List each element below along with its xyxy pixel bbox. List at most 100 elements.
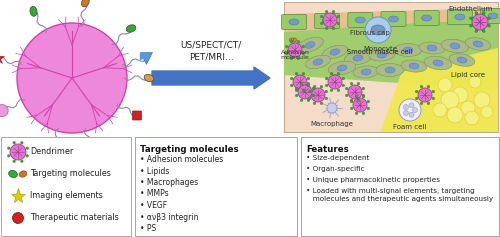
Circle shape — [326, 27, 328, 30]
Circle shape — [298, 85, 312, 99]
Circle shape — [330, 89, 333, 92]
Text: Dendrimer: Dendrimer — [30, 147, 73, 156]
Text: • PS: • PS — [140, 224, 156, 233]
Circle shape — [20, 141, 23, 144]
Text: • Adhesion molecules: • Adhesion molecules — [140, 155, 223, 164]
Circle shape — [481, 106, 493, 118]
Circle shape — [17, 23, 127, 133]
Circle shape — [476, 12, 478, 15]
Circle shape — [10, 144, 26, 160]
Circle shape — [399, 99, 421, 121]
FancyBboxPatch shape — [284, 2, 498, 132]
Ellipse shape — [328, 61, 356, 75]
Ellipse shape — [126, 25, 136, 32]
Text: • VEGF: • VEGF — [140, 201, 167, 210]
Circle shape — [420, 102, 423, 105]
FancyBboxPatch shape — [282, 14, 306, 29]
Ellipse shape — [403, 47, 413, 53]
Circle shape — [412, 108, 418, 113]
Circle shape — [0, 105, 8, 117]
Ellipse shape — [353, 55, 363, 61]
Circle shape — [362, 87, 364, 90]
Circle shape — [475, 11, 478, 14]
Circle shape — [320, 22, 323, 25]
Circle shape — [420, 85, 423, 88]
FancyBboxPatch shape — [135, 137, 297, 236]
Circle shape — [20, 160, 23, 163]
FancyBboxPatch shape — [448, 9, 472, 24]
Circle shape — [326, 84, 328, 87]
Ellipse shape — [369, 49, 395, 61]
Circle shape — [474, 92, 490, 108]
Circle shape — [320, 85, 322, 88]
Circle shape — [307, 99, 310, 102]
Circle shape — [286, 52, 288, 55]
Ellipse shape — [376, 64, 404, 77]
Ellipse shape — [294, 38, 296, 42]
Circle shape — [427, 85, 430, 88]
Circle shape — [293, 75, 307, 89]
Circle shape — [296, 87, 298, 90]
Circle shape — [476, 29, 478, 32]
Circle shape — [470, 24, 472, 27]
Circle shape — [26, 155, 29, 157]
Circle shape — [357, 99, 360, 102]
Ellipse shape — [433, 60, 443, 66]
Circle shape — [404, 105, 408, 109]
Circle shape — [470, 17, 472, 19]
Ellipse shape — [465, 38, 491, 50]
Circle shape — [327, 103, 337, 113]
Text: Features: Features — [306, 145, 349, 154]
Text: Smooth muscle cell: Smooth muscle cell — [348, 49, 412, 55]
Circle shape — [465, 111, 479, 125]
Ellipse shape — [313, 59, 323, 65]
Circle shape — [438, 78, 452, 92]
Ellipse shape — [290, 38, 292, 42]
Circle shape — [337, 89, 340, 92]
FancyBboxPatch shape — [1, 137, 131, 236]
Polygon shape — [284, 8, 498, 32]
Circle shape — [470, 24, 473, 27]
Circle shape — [311, 88, 325, 102]
Ellipse shape — [449, 54, 475, 66]
Circle shape — [432, 90, 434, 93]
Circle shape — [473, 15, 487, 29]
Circle shape — [342, 84, 344, 87]
Ellipse shape — [330, 49, 340, 55]
Circle shape — [342, 77, 344, 80]
Circle shape — [356, 95, 358, 98]
Circle shape — [296, 94, 298, 97]
Circle shape — [356, 112, 358, 115]
Ellipse shape — [8, 170, 18, 178]
Circle shape — [348, 85, 362, 99]
Text: • Organ-specific: • Organ-specific — [306, 166, 364, 172]
Circle shape — [290, 77, 293, 80]
Ellipse shape — [144, 74, 154, 82]
Text: US/SPECT/CT/
PET/MRI...: US/SPECT/CT/ PET/MRI... — [180, 41, 242, 61]
Circle shape — [365, 17, 391, 43]
Ellipse shape — [82, 0, 90, 7]
Ellipse shape — [344, 51, 372, 65]
Circle shape — [350, 100, 353, 103]
Circle shape — [8, 147, 10, 150]
Circle shape — [416, 97, 418, 100]
Polygon shape — [284, 22, 498, 90]
Ellipse shape — [419, 42, 445, 54]
Circle shape — [433, 103, 447, 117]
Ellipse shape — [424, 56, 452, 70]
Ellipse shape — [353, 66, 379, 78]
Ellipse shape — [296, 37, 324, 53]
Circle shape — [8, 155, 10, 157]
Ellipse shape — [371, 25, 385, 35]
Circle shape — [367, 100, 370, 103]
Circle shape — [461, 101, 475, 115]
Circle shape — [482, 11, 485, 14]
Circle shape — [482, 29, 484, 32]
Circle shape — [482, 12, 484, 15]
Circle shape — [404, 110, 408, 115]
Circle shape — [475, 30, 478, 32]
Circle shape — [337, 22, 340, 25]
Circle shape — [26, 147, 29, 150]
Circle shape — [350, 107, 353, 110]
Ellipse shape — [450, 43, 460, 49]
